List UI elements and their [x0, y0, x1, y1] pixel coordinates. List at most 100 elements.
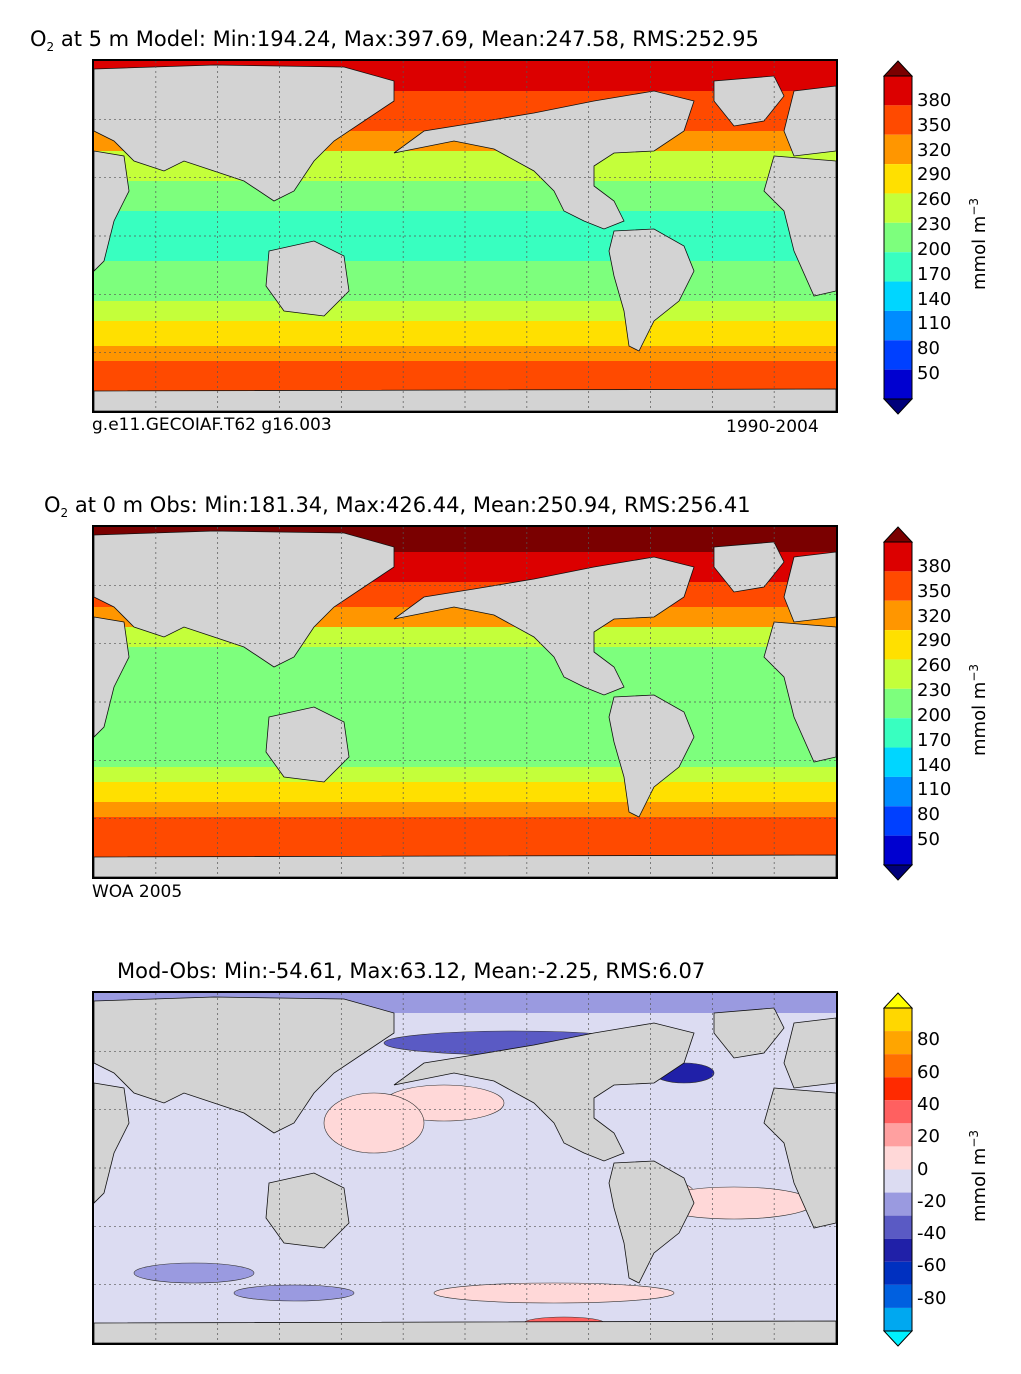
colorbar-tick-label: 200: [917, 704, 952, 726]
colorbar-cell: [884, 252, 912, 282]
colorbar-tick-label: 140: [917, 288, 952, 310]
ocean-band: [94, 802, 836, 817]
colorbar-unit-label: mmol m−3: [967, 198, 990, 290]
colorbar-tick-label: 380: [917, 555, 952, 577]
unit-text: mmol m: [969, 215, 990, 290]
anomaly-patch: [233, 1284, 355, 1302]
map-svg: [94, 527, 836, 877]
land-australia: [265, 706, 350, 783]
colorbar-cell: [884, 1031, 912, 1055]
land-eurasia: [94, 530, 395, 668]
colorbar-cell: [884, 630, 912, 660]
colorbar-tick-label: 290: [917, 630, 952, 652]
colorbar-tick-label: 170: [917, 729, 952, 751]
colorbar-tick-label: 0: [917, 1158, 929, 1180]
colorbar-svg: [883, 526, 913, 881]
title-text: at 0 m Obs: Min:181.34, Max:426.44, Mean…: [68, 493, 751, 517]
land-africa-west: [763, 1087, 836, 1229]
colorbar-cell: [884, 1238, 912, 1262]
colorbar-tick-label: 80: [917, 338, 940, 360]
title-symbol: O: [44, 493, 61, 517]
colorbar-tick-label: 50: [917, 829, 940, 851]
land-australia: [265, 1172, 350, 1249]
colorbar-cell: [884, 688, 912, 719]
colorbar-2: 380 350 320 290 260 230 200 170 140 110 80 50 mmol m…: [883, 526, 1013, 881]
map-svg: [94, 61, 836, 411]
colorbar-tick-label: 140: [917, 754, 952, 776]
unit-exponent: −3: [967, 197, 981, 216]
colorbar-tick-label: 40: [917, 1093, 940, 1115]
land-antarctica: [94, 1320, 836, 1343]
colorbar-cell: [884, 1077, 912, 1101]
colorbar-tick-label: 290: [917, 164, 952, 186]
land-africa-east: [94, 616, 130, 738]
colorbar-tick-label: -40: [917, 1223, 947, 1245]
land-eurasia: [94, 64, 395, 202]
colorbar-cell: [884, 281, 912, 311]
unit-text: mmol m: [969, 681, 990, 756]
colorbar-tick-label: 230: [917, 680, 952, 702]
colorbar-tick-label: 170: [917, 263, 952, 285]
land-europe: [783, 85, 836, 157]
colorbar-cell: [884, 310, 912, 341]
map-panel-3: [92, 991, 838, 1345]
colorbar-tick-label: 260: [917, 655, 952, 677]
unit-exponent: −3: [967, 663, 981, 682]
colorbar-cell: [884, 835, 912, 865]
colorbar-extend-max: [883, 60, 913, 77]
ocean-band: [94, 346, 836, 361]
land-antarctica: [94, 388, 836, 411]
colorbar-cell: [884, 1008, 912, 1032]
colorbar-unit-label: mmol m−3: [967, 664, 990, 756]
colorbar-cell: [884, 369, 912, 399]
colorbar-cell: [884, 164, 912, 194]
anomaly-patch: [133, 1262, 255, 1284]
colorbar-cell: [884, 600, 912, 631]
colorbar-cell: [884, 659, 912, 689]
unit-exponent: −3: [967, 1129, 981, 1148]
land-south-america: [608, 228, 695, 352]
anomaly-patch: [433, 1282, 675, 1304]
title-symbol: O: [30, 27, 47, 51]
land-eurasia: [94, 996, 395, 1134]
colorbar-tick-label: 110: [917, 779, 952, 801]
colorbar-tick-label: -80: [917, 1287, 947, 1309]
panel-3-title: Mod-Obs: Min:-54.61, Max:63.12, Mean:-2.…: [117, 959, 705, 983]
colorbar-tick-label: 350: [917, 114, 952, 136]
land-north-america: [393, 1022, 695, 1162]
land-north-america: [393, 90, 695, 230]
colorbar-extend-max: [883, 992, 913, 1009]
colorbar-cell: [884, 1100, 912, 1124]
colorbar-cell: [884, 747, 912, 777]
colorbar-extend-max: [883, 526, 913, 543]
land-antarctica: [94, 854, 836, 877]
land-south-america: [608, 694, 695, 818]
land-north-america: [393, 556, 695, 696]
colorbar-cell: [884, 105, 912, 135]
colorbar-tick-label: 80: [917, 804, 940, 826]
colorbar-tick-label: 110: [917, 313, 952, 335]
colorbar-cell: [884, 222, 912, 253]
map-panel-1: [92, 59, 838, 413]
colorbar-tick-label: 260: [917, 189, 952, 211]
colorbar-extend-min: [883, 1330, 913, 1347]
dataset-caption: WOA 2005: [92, 882, 183, 902]
colorbar-cell: [884, 1261, 912, 1285]
land-europe: [783, 551, 836, 623]
colorbar-tick-label: -60: [917, 1255, 947, 1277]
panel-2-title: O2 at 0 m Obs: Min:181.34, Max:426.44, M…: [44, 493, 751, 520]
colorbar-svg: [883, 992, 913, 1347]
colorbar-tick-label: 60: [917, 1061, 940, 1083]
colorbar-tick-label: 20: [917, 1126, 940, 1148]
colorbar-tick-label: 50: [917, 363, 940, 385]
case-caption: g.e11.GECOIAF.T62 g16.003: [92, 415, 332, 435]
colorbar-cell: [884, 776, 912, 807]
ocean-band: [94, 767, 836, 782]
colorbar-cell: [884, 542, 912, 572]
colorbar-cell: [884, 193, 912, 223]
colorbar-cell: [884, 1169, 912, 1193]
title-subscript: 2: [46, 40, 55, 55]
colorbar-3: 80 60 40 20 0 -20 -40 -60 -80 mmol m−3: [883, 992, 1013, 1347]
colorbar-tick-label: 230: [917, 214, 952, 236]
colorbar-tick-label: 380: [917, 89, 952, 111]
